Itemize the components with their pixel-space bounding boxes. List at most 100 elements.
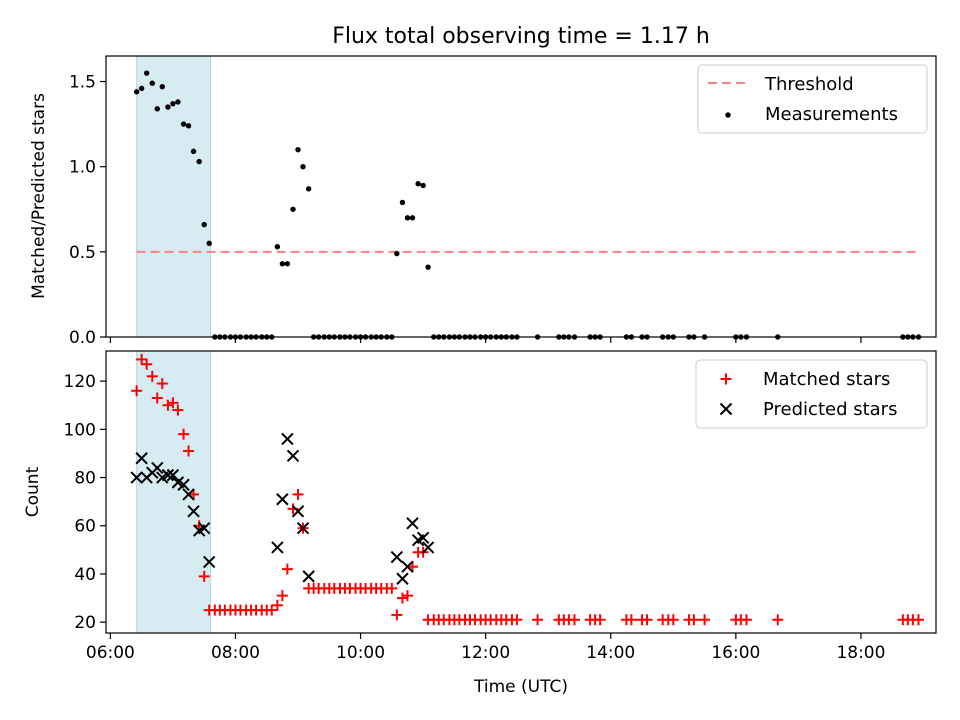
cross-stroke-b — [296, 521, 310, 535]
matched-star-point — [396, 592, 408, 604]
measurement-point — [399, 199, 406, 206]
measurement-point — [295, 146, 301, 153]
matched-star-point — [266, 604, 278, 616]
cross-stroke-b — [416, 531, 430, 545]
measurement-point — [305, 186, 312, 192]
measurement-point — [284, 261, 291, 267]
matched-star-point — [172, 404, 184, 416]
predicted-star-point — [396, 572, 409, 585]
predicted-star-point — [177, 478, 190, 491]
legend-measurements-label: Measurements — [765, 104, 898, 125]
predicted-star-point — [202, 555, 216, 569]
cross-stroke-b — [291, 505, 305, 518]
top-shaded-region — [136, 55, 211, 338]
cross-stroke-b — [286, 449, 300, 463]
matched-star-point — [667, 614, 679, 626]
predicted-star-point — [182, 488, 195, 501]
measurement-point — [279, 261, 286, 267]
matched-star-point — [292, 488, 304, 500]
cross-stroke-b — [302, 570, 315, 583]
predicted-star-point — [302, 570, 315, 583]
bottom-y-axis-ticks: 20 40 60 80 100 120 — [64, 372, 106, 633]
measurement-point — [274, 244, 281, 250]
top-plot-frame — [105, 55, 937, 338]
matched-star-point — [772, 614, 784, 626]
cross-stroke-b — [401, 560, 414, 573]
y-tick-label: 40 — [74, 565, 96, 585]
predicted-star-point — [421, 541, 435, 554]
cross-stroke-b — [271, 541, 284, 554]
measurement-point — [154, 106, 160, 112]
bottom-legend-box — [695, 359, 928, 429]
matched-star-point — [641, 614, 653, 626]
measurement-point — [420, 182, 426, 189]
measurement-point — [394, 250, 400, 257]
predicted-star-point — [281, 432, 294, 446]
predicted-star-point — [416, 531, 430, 545]
y-tick-label: 20 — [74, 613, 96, 633]
x-tick-label: 08:00 — [211, 643, 260, 663]
cross-stroke-b — [281, 432, 294, 446]
predicted-star-point — [161, 468, 175, 482]
predicted-star-point — [401, 560, 414, 573]
measurement-point — [149, 80, 155, 86]
bottom-legend: Matched stars Predicted stars — [695, 359, 928, 429]
measurement-point — [133, 89, 140, 95]
measurement-point — [185, 123, 192, 129]
measurement-point — [290, 206, 296, 212]
predicted-star-point — [296, 521, 310, 535]
bottom-plot-frame — [105, 350, 937, 634]
x-axis-label: Time (UTC) — [473, 677, 568, 697]
matched-star-point — [511, 614, 523, 626]
matched-star-point — [136, 353, 148, 365]
legend-matched-marker — [720, 373, 732, 385]
predicted-star-point — [151, 461, 164, 475]
measurement-point — [206, 240, 212, 247]
measurement-point — [201, 221, 207, 228]
measurement-point — [409, 215, 416, 221]
bottom-x-axis-ticks: 06:00 08:00 10:00 12:00 14:00 16:00 18:00 — [86, 633, 885, 663]
matched-star-point — [146, 370, 158, 382]
predicted-stars-points — [130, 432, 435, 585]
top-y-axis-ticks: 0.0 0.5 1.0 1.5 — [69, 73, 106, 348]
legend-matched-swatch — [720, 373, 732, 385]
predicted-star-point — [197, 521, 211, 535]
cross-stroke-b — [166, 468, 180, 482]
measurement-point — [415, 181, 421, 187]
x-tick-label: 10:00 — [336, 643, 385, 663]
y-tick-label: 80 — [74, 469, 96, 489]
predicted-star-point — [276, 493, 289, 506]
cross-stroke-b — [719, 402, 733, 416]
y-tick-label: 0.5 — [69, 243, 96, 263]
matched-star-point — [401, 590, 413, 602]
matched-star-point — [532, 614, 544, 626]
measurement-point — [159, 83, 165, 90]
top-legend: Threshold Measurements — [697, 64, 928, 134]
predicted-star-point — [135, 452, 148, 465]
top-legend-box — [697, 64, 928, 134]
matched-star-point — [391, 609, 403, 621]
matched-star-point — [141, 358, 153, 370]
measurement-point — [190, 148, 197, 155]
cross-stroke-b — [177, 478, 190, 491]
matched-star-point — [156, 378, 168, 390]
predicted-star-point — [286, 449, 300, 463]
matched-star-point — [271, 599, 283, 611]
matched-star-point — [699, 614, 711, 626]
y-tick-label: 100 — [64, 420, 96, 440]
legend-predicted-label: Predicted stars — [763, 399, 897, 420]
measurement-point — [425, 264, 431, 270]
predicted-star-point — [291, 505, 305, 518]
legend-predicted-marker — [719, 402, 733, 416]
top-y-axis-label: Matched/Predicted stars — [29, 93, 49, 299]
measurement-point — [143, 70, 150, 76]
x-tick-label: 16:00 — [711, 643, 760, 663]
bottom-shaded-region — [136, 350, 211, 634]
matched-star-point — [386, 582, 398, 594]
matched-star-point — [625, 614, 637, 626]
cross-stroke-b — [151, 461, 164, 475]
cross-stroke-b — [135, 452, 148, 465]
y-tick-label: 60 — [74, 517, 96, 537]
y-tick-label: 1.5 — [69, 73, 96, 93]
x-tick-label: 18:00 — [836, 643, 885, 663]
